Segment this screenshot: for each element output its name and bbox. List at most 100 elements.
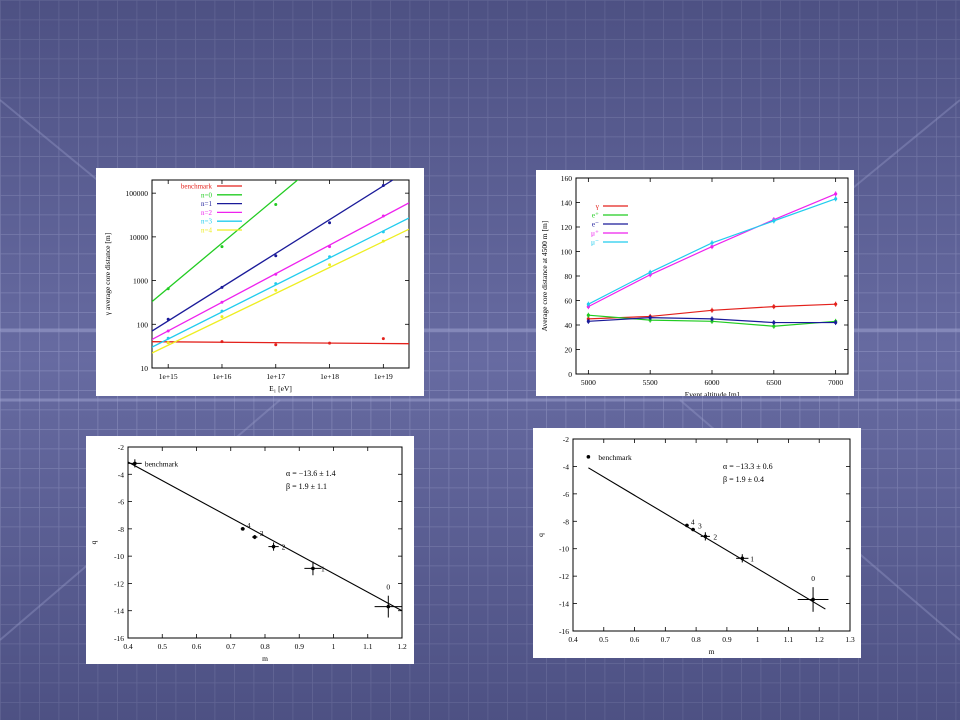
x-tick-label: 1e+17 xyxy=(266,372,285,381)
data-point xyxy=(166,317,170,321)
data-point xyxy=(586,302,590,306)
x-axis-label: m xyxy=(709,647,715,656)
x-tick-label: 1.1 xyxy=(784,635,794,644)
data-point xyxy=(685,523,689,528)
y-tick-label: 100 xyxy=(137,320,149,329)
data-point xyxy=(274,288,278,292)
fit-line-5 xyxy=(152,228,409,354)
data-point xyxy=(381,183,385,187)
data-point xyxy=(691,527,695,532)
data-point xyxy=(772,324,776,328)
plot-frame xyxy=(127,446,403,639)
legend-label: n=1 xyxy=(201,200,212,208)
data-point xyxy=(834,192,838,196)
data-point xyxy=(133,461,137,466)
data-point xyxy=(586,455,591,459)
y-axis-label: q xyxy=(89,540,98,544)
legend-label: n=4 xyxy=(201,227,212,235)
x-tick-label: 0.8 xyxy=(260,642,270,651)
series-group xyxy=(152,180,409,354)
y-tick-label: -6 xyxy=(118,498,124,507)
data-point xyxy=(274,282,278,286)
data-point xyxy=(220,315,224,319)
point-label: 1 xyxy=(750,554,754,563)
fit-line xyxy=(127,461,403,612)
y-tick-label: 80 xyxy=(565,272,573,281)
data-point xyxy=(220,340,224,344)
y-tick-label: 60 xyxy=(565,297,573,306)
data-point xyxy=(271,544,276,549)
y-tick-label: -6 xyxy=(563,490,569,499)
point-label: 3 xyxy=(260,529,264,538)
data-point xyxy=(220,285,224,289)
chart-core-distance-vs-altitude: 5000 5500 6000 6500 7000 0 20 40 60 80 100 120 140 16… xyxy=(536,170,854,396)
x-tick-label: 6000 xyxy=(705,378,720,387)
data-point xyxy=(834,302,838,306)
point-label: 2 xyxy=(282,543,286,552)
y-tick-label: -8 xyxy=(563,517,569,526)
data-point xyxy=(586,313,590,317)
x-tick-label: 0.6 xyxy=(630,635,640,644)
legend-label: n=3 xyxy=(201,218,212,226)
data-point xyxy=(166,341,170,345)
legend-label: μ⁺ xyxy=(591,229,599,238)
x-tick-label: 0.8 xyxy=(691,635,701,644)
x-tick-label: 0.6 xyxy=(192,642,202,651)
x-tick-label: 1.2 xyxy=(397,642,407,651)
data-point xyxy=(240,527,245,531)
plot-frame xyxy=(151,179,410,369)
chart-svg-qm-right: 0.4 0.5 0.6 0.7 0.8 0.9 1 1.1 1.2 1.3 -2 -4 -6 -8 -10 -… xyxy=(536,435,855,656)
series-line-3 xyxy=(588,193,836,308)
x-tick-label: 1 xyxy=(756,635,760,644)
data-point xyxy=(381,337,385,341)
data-point xyxy=(328,263,332,267)
x-tick-label: 7000 xyxy=(828,378,843,387)
y-tick-label: -4 xyxy=(563,462,569,471)
data-point xyxy=(740,556,745,561)
y-tick-label: -10 xyxy=(114,552,124,561)
data-point xyxy=(772,320,776,325)
x-tick-label: 0.9 xyxy=(722,635,732,644)
fit-line-3 xyxy=(152,202,409,341)
data-point xyxy=(328,221,332,225)
x-tick-label: 0.7 xyxy=(226,642,236,651)
chart-q-vs-m-right: 0.4 0.5 0.6 0.7 0.8 0.9 1 1.1 1.2 1.3 -2 -4 -6 -8 -10 -… xyxy=(533,428,861,658)
data-point xyxy=(381,214,385,218)
fit-annotation: β = 1.9 ± 1.1 xyxy=(286,482,327,491)
legend-label: μ⁻ xyxy=(591,238,599,247)
plot-frame xyxy=(575,177,849,375)
data-point xyxy=(274,203,278,207)
data-point xyxy=(274,272,278,276)
data-point xyxy=(328,341,332,345)
x-tick-label: 0.7 xyxy=(661,635,671,644)
data-point xyxy=(166,336,170,340)
y-tick-label: -4 xyxy=(118,470,124,479)
x-axis-label: E₁ [eV] xyxy=(269,384,292,393)
y-tick-label: 20 xyxy=(565,346,573,355)
fit-line xyxy=(588,467,826,610)
y-tick-label: -2 xyxy=(563,435,569,444)
x-tick-label: 0.5 xyxy=(599,635,609,644)
x-tick-label: 0.5 xyxy=(158,642,168,651)
legend-label: γ xyxy=(595,202,600,211)
x-tick-label: 1e+19 xyxy=(374,372,393,381)
y-axis-label: γ average core distance [m] xyxy=(103,233,112,316)
data-point xyxy=(772,305,776,309)
data-point xyxy=(311,566,315,571)
y-tick-label: -16 xyxy=(114,634,124,643)
point-label: 2 xyxy=(713,532,717,541)
data-point xyxy=(834,320,838,325)
x-tick-label: 0.9 xyxy=(295,642,305,651)
y-tick-label: 140 xyxy=(561,199,573,208)
data-point xyxy=(220,300,224,304)
data-point xyxy=(834,197,838,201)
x-tick-label: 1.3 xyxy=(845,635,855,644)
data-point xyxy=(220,309,224,313)
x-tick-label: 1e+16 xyxy=(213,372,232,381)
data-point xyxy=(586,319,590,323)
data-point xyxy=(703,534,708,539)
point-label: benchmark xyxy=(598,453,632,462)
point-label: 4 xyxy=(247,521,251,530)
data-point xyxy=(710,317,714,321)
data-point xyxy=(772,219,776,223)
